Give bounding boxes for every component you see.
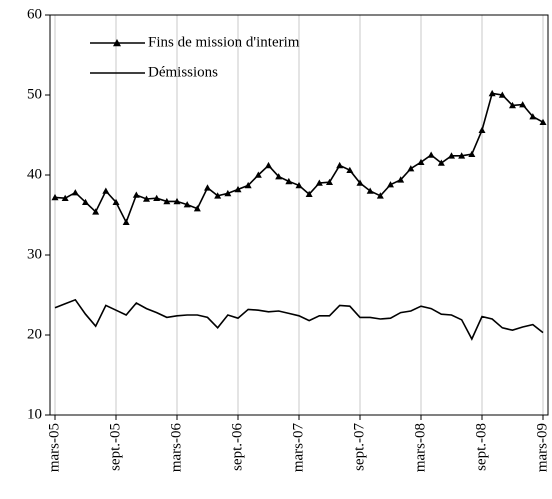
marker: [122, 218, 130, 225]
marker: [529, 113, 537, 120]
marker: [163, 197, 171, 205]
marker: [265, 161, 272, 169]
y-tick-label: 30: [27, 246, 42, 262]
marker: [458, 152, 466, 159]
marker: [295, 181, 303, 189]
marker: [153, 194, 161, 201]
marker: [51, 193, 59, 201]
marker: [315, 179, 323, 186]
marker: [539, 118, 547, 125]
x-tick-label: sept.-05: [107, 423, 123, 471]
plot-frame: [49, 14, 549, 416]
marker: [254, 171, 262, 178]
marker: [498, 91, 506, 98]
marker: [326, 178, 333, 185]
x-tick-label: mars-06: [168, 423, 184, 473]
marker: [92, 208, 100, 215]
marker: [356, 179, 364, 186]
x-tick-label: mars-05: [46, 423, 62, 472]
marker: [214, 192, 222, 199]
x-tick-label: mars-09: [534, 423, 550, 472]
x-tick-label: sept.-07: [351, 423, 367, 471]
x-tick-label: sept.-08: [473, 423, 489, 471]
marker: [468, 150, 476, 157]
marker: [376, 192, 384, 199]
x-tick-label: mars-08: [412, 423, 428, 472]
legend-label: Démissions: [148, 64, 218, 80]
y-tick-label: 50: [27, 86, 42, 102]
legend-label: Fins de mission d'interim: [148, 34, 300, 50]
marker: [336, 161, 344, 169]
marker: [478, 126, 486, 133]
marker: [173, 197, 181, 205]
y-tick-label: 10: [27, 406, 42, 422]
marker: [427, 151, 435, 158]
marker: [102, 187, 110, 194]
marker: [509, 101, 516, 109]
marker: [234, 185, 242, 193]
marker: [193, 205, 201, 212]
marker: [417, 158, 425, 165]
marker: [132, 191, 140, 198]
marker: [407, 165, 415, 172]
marker: [71, 189, 79, 196]
marker: [448, 152, 455, 159]
marker: [244, 181, 252, 189]
marker: [397, 176, 405, 183]
marker: [387, 181, 394, 188]
marker: [305, 190, 313, 197]
marker: [519, 101, 527, 108]
y-tick-label: 60: [27, 6, 42, 22]
marker: [204, 184, 211, 191]
y-tick-label: 20: [27, 326, 42, 342]
marker: [61, 194, 69, 201]
series-line: [54, 298, 544, 341]
marker: [224, 189, 232, 197]
marker: [366, 187, 374, 194]
marker: [437, 159, 445, 166]
marker: [285, 177, 293, 185]
marker: [488, 89, 496, 97]
marker: [112, 198, 120, 205]
x-tick-label: sept.-06: [229, 423, 245, 471]
y-tick-label: 40: [27, 166, 42, 182]
marker: [275, 173, 283, 180]
marker: [143, 195, 150, 202]
marker: [82, 198, 89, 205]
marker: [113, 39, 121, 47]
marker: [183, 201, 191, 208]
marker: [346, 166, 354, 173]
x-tick-label: mars-07: [290, 423, 306, 473]
